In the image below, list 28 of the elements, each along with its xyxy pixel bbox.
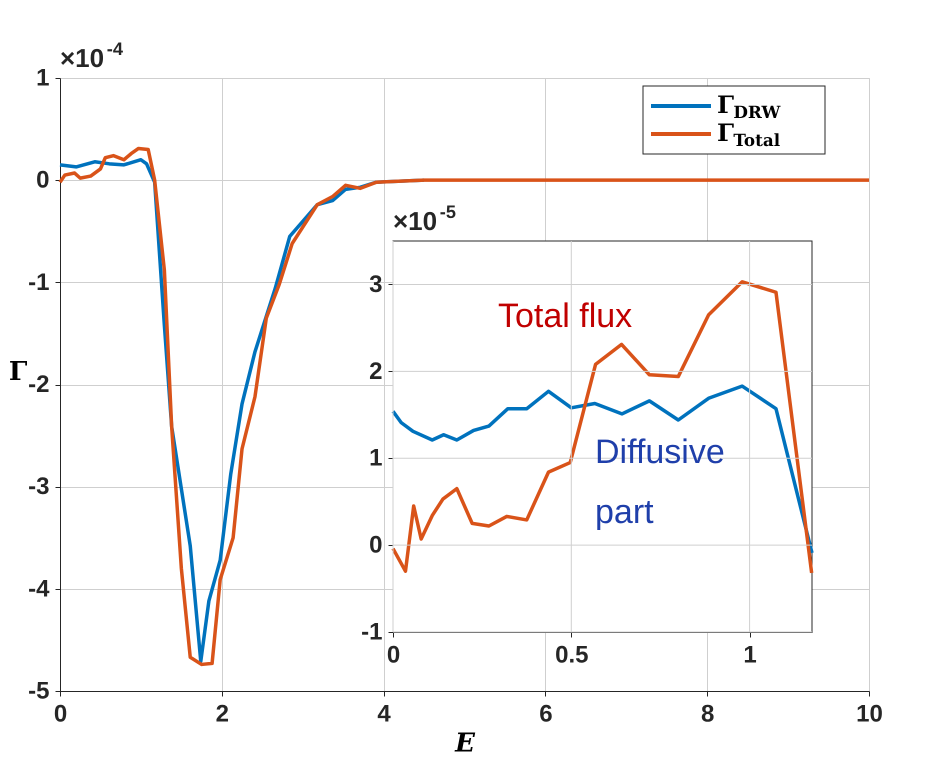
x-tick-label: 10 [856,700,883,728]
y-tick-label: 0 [369,532,382,559]
x-axis-title: E [454,728,476,758]
y-tick-label: 3 [369,270,382,298]
annotation: Total flux [498,297,632,335]
x-tick-label: 0 [54,700,68,728]
line-series [58,146,871,666]
y-tick-label: -4 [28,575,50,602]
y-tick-label: 0 [36,166,50,194]
y-tick-label: -1 [28,268,50,296]
y-tick-label: -2 [28,371,50,398]
annotation: Diffusive part [595,433,725,531]
line-series [391,384,814,555]
y-tick-label: 1 [36,64,50,92]
x-tick-label: 0 [386,642,400,668]
line-series [391,280,814,575]
y-tick-label: -5 [28,678,50,704]
y-axis-title: Γ [8,357,28,387]
x-tick-label: 2 [216,700,229,728]
x-tick-label: 0.5 [555,642,588,668]
x-tick-label: 6 [539,700,553,728]
x-tick-label: 4 [377,700,392,728]
y-tick-label: 1 [369,444,382,472]
y-tick-label: 2 [369,358,382,385]
y-tick-label: -3 [28,473,50,500]
y-tick-label: -1 [361,618,382,646]
x-tick-label: 1 [743,642,757,668]
x-tick-label: 8 [701,700,714,728]
